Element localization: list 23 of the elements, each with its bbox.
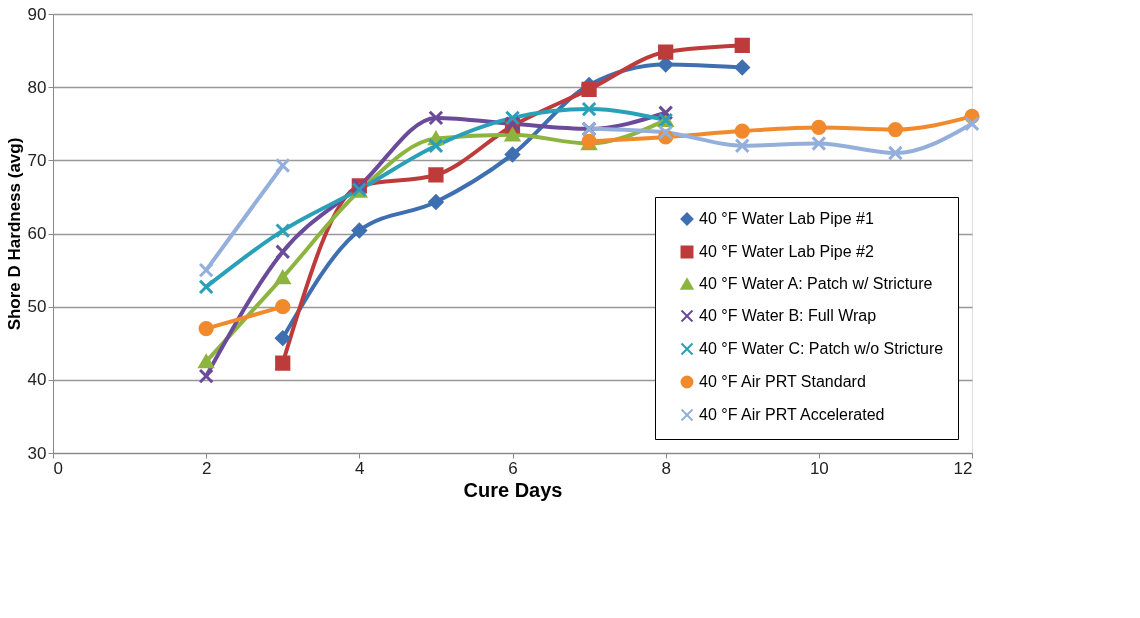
y-tick-label: 40: [27, 370, 47, 390]
y-tick-label: 90: [27, 4, 47, 24]
x-tick-label: 10: [809, 458, 829, 478]
legend-label: 40 °F Water Lab Pipe #2: [699, 243, 874, 260]
x-tick-label: 6: [508, 458, 518, 478]
legend-label: 40 °F Air PRT Standard: [699, 373, 866, 390]
y-tick-label: 70: [27, 150, 47, 170]
legend-label: 40 °F Water A: Patch w/ Stricture: [699, 275, 933, 292]
y-axis-title: Shore D Hardness (avg): [4, 137, 24, 331]
y-tick-label: 30: [27, 443, 47, 463]
x-tick-label: 0: [53, 458, 63, 478]
y-tick-label: 50: [27, 297, 47, 317]
x-tick-label: 2: [201, 458, 212, 478]
x-tick-label: 8: [661, 458, 671, 478]
x-tick-label: 12: [953, 458, 973, 478]
x-tick-label: 4: [355, 458, 365, 478]
legend-label: 40 °F Water Lab Pipe #1: [699, 210, 874, 227]
y-tick-label: 80: [27, 77, 47, 97]
x-axis-title: Cure Days: [463, 478, 563, 501]
legend-label: 40 °F Water B: Full Wrap: [699, 307, 877, 324]
y-tick-label: 60: [27, 224, 47, 243]
legend-label: 40 °F Water C: Patch w/o Stricture: [699, 340, 944, 357]
legend-label: 40 °F Air PRT Accelerated: [699, 406, 885, 423]
